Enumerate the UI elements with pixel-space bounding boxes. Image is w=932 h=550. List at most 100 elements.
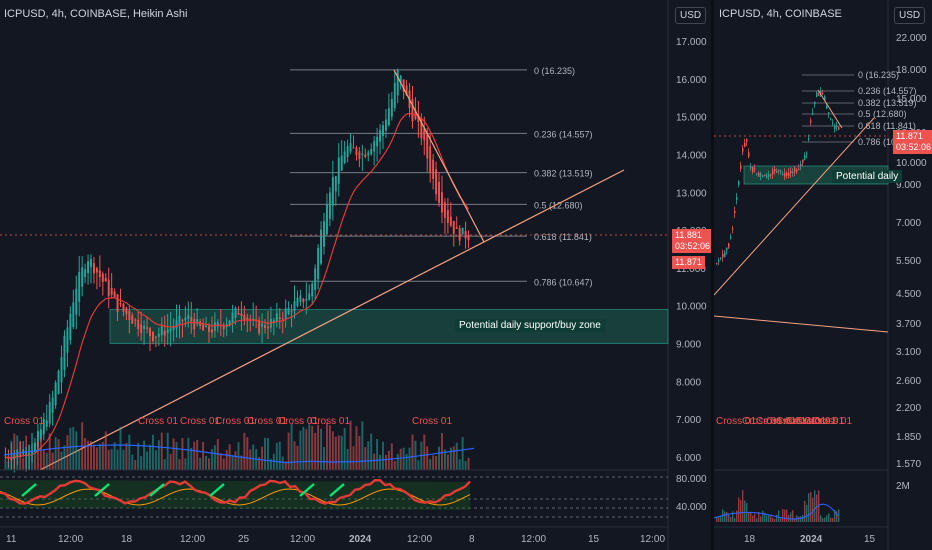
volume-bar <box>278 441 281 470</box>
right-candle <box>786 173 788 176</box>
volume-bar <box>4 459 7 470</box>
right-candle <box>718 260 720 262</box>
right-candle <box>716 263 718 265</box>
volume-bar <box>311 426 314 470</box>
right-volume-bar <box>812 497 814 522</box>
volume-bar <box>343 427 346 470</box>
candle <box>87 261 90 274</box>
right-volume-bar <box>732 511 734 522</box>
candle <box>190 316 193 322</box>
right-volume-bar <box>758 511 760 522</box>
volume-bar <box>33 455 36 470</box>
right-currency-button[interactable]: USD <box>894 7 926 24</box>
right-volume-bar <box>830 517 832 522</box>
volume-bar <box>387 450 390 470</box>
right-volume-bar <box>816 494 818 522</box>
volume-bar <box>98 443 101 470</box>
right-candle <box>818 94 820 96</box>
candle <box>443 202 446 218</box>
volume-bar <box>275 442 278 470</box>
volume-bar <box>358 435 361 470</box>
volume-bar <box>449 447 452 470</box>
panel-divider[interactable] <box>711 0 714 550</box>
volume-bar <box>337 435 340 470</box>
candle <box>317 247 320 280</box>
volume-bar <box>370 433 373 470</box>
candle <box>458 228 461 241</box>
candle <box>396 70 399 96</box>
candle <box>281 318 284 320</box>
candle <box>66 327 69 353</box>
right-candle <box>736 197 738 200</box>
right-candle <box>822 92 824 94</box>
volume-bar <box>264 437 266 470</box>
right-candle <box>782 173 784 175</box>
cross-label: Cross 01 <box>278 416 318 427</box>
volume-bar <box>246 437 249 470</box>
right-volume-bar <box>826 515 828 522</box>
volume-bar <box>166 432 169 470</box>
volume-bar <box>154 450 157 470</box>
volume-bar <box>187 437 190 470</box>
candle <box>467 234 470 241</box>
right-price-tick: 22.000 <box>896 33 927 44</box>
volume-bar <box>314 433 317 470</box>
volume-bar <box>340 435 343 470</box>
candle <box>379 130 382 142</box>
volume-bar <box>225 450 228 470</box>
volume-bar <box>222 458 225 470</box>
volume-bar <box>128 434 131 470</box>
candle <box>352 147 355 149</box>
left-chart[interactable]: 17.00016.00015.00014.00013.00012.00011.0… <box>0 0 712 550</box>
right-volume-bar <box>798 516 800 522</box>
candle <box>382 125 384 136</box>
candle <box>36 431 39 448</box>
right-fib-label: 0.236 (14.557) <box>858 86 917 96</box>
right-volume-ma-line <box>714 503 839 520</box>
volume-bar <box>140 456 143 470</box>
candle <box>275 313 278 322</box>
candle <box>284 308 287 319</box>
candle <box>343 151 346 164</box>
candle <box>84 269 87 277</box>
volume-bar <box>258 456 261 470</box>
right-candle <box>800 163 802 167</box>
candle <box>328 192 331 219</box>
right-price-tick: 10.000 <box>896 158 927 169</box>
candle <box>75 288 78 315</box>
candle <box>399 75 402 83</box>
left-currency-button[interactable]: USD <box>675 7 707 24</box>
volume-bar <box>13 433 16 470</box>
cross-label: Cross 01 <box>138 416 178 427</box>
volume-bar <box>101 441 104 470</box>
candle <box>361 153 364 156</box>
volume-bar <box>266 438 269 470</box>
cross-label: Cross 01 <box>412 416 452 427</box>
right-chart[interactable]: 22.00018.00015.00012.00010.0009.0007.000… <box>714 0 932 550</box>
right-volume-bar <box>718 517 720 522</box>
volume-bar <box>228 444 231 470</box>
candle <box>405 85 408 96</box>
volume-bar <box>405 453 408 470</box>
volume-bar <box>66 435 69 470</box>
volume-bar <box>320 428 323 470</box>
candle <box>240 313 243 317</box>
volume-bar <box>296 445 299 470</box>
candle <box>60 357 63 383</box>
right-price-tick: 1.850 <box>896 432 921 443</box>
candle <box>346 146 349 158</box>
right-volume-bar <box>720 516 722 522</box>
candle <box>402 79 405 92</box>
volume-bar <box>293 441 296 470</box>
candle <box>175 320 178 329</box>
candle <box>246 317 249 320</box>
candle <box>455 227 458 229</box>
right-candle <box>760 174 762 176</box>
volume-bar <box>355 426 358 470</box>
right-cross-label: Cross 01 <box>716 416 756 427</box>
right-candle <box>720 257 722 259</box>
fib-label: 0.382 (13.519) <box>534 169 593 179</box>
candle <box>216 322 219 327</box>
candle <box>213 322 216 331</box>
volume-bar <box>334 436 337 470</box>
